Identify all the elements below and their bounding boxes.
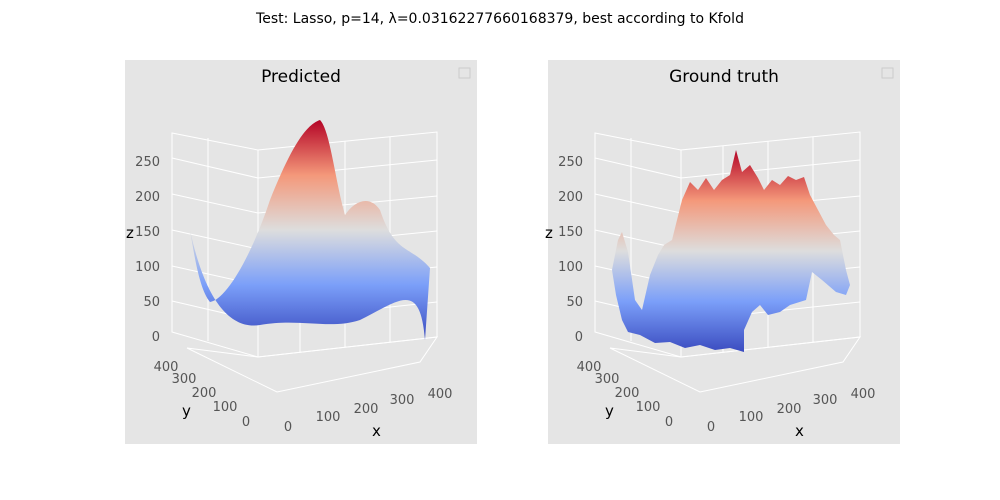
- x-axis-label: x: [795, 422, 804, 440]
- x-tick-label: 0: [284, 420, 292, 435]
- floor-pane: [186, 336, 439, 393]
- x-tick-label: 0: [707, 420, 715, 435]
- y-tick-labels: 0 100 200 300 400: [577, 360, 674, 430]
- z-tick-label: 0: [575, 330, 583, 345]
- z-tick-label: 200: [135, 190, 160, 205]
- y-tick-labels: 0 100 200 300 400: [154, 360, 251, 430]
- y-axis-label: y: [605, 402, 614, 420]
- x-tick-label: 400: [428, 387, 453, 402]
- side-wall-grid-line: [680, 159, 861, 179]
- x-tick-labels: 0 100 200 300 400: [707, 387, 876, 435]
- y-tick-label: 200: [192, 386, 217, 401]
- y-tick-label: 200: [615, 386, 640, 401]
- back-wall-grid-line: [171, 193, 259, 214]
- z-tick-label: 150: [558, 225, 583, 240]
- x-tick-label: 400: [851, 387, 876, 402]
- x-tick-label: 100: [739, 410, 764, 425]
- panel-predicted: Predicted z x y 0 50 100: [125, 60, 477, 444]
- panel-ground-truth: Ground truth z x y 0 50 10: [545, 60, 900, 444]
- y-tick-label: 300: [595, 372, 620, 387]
- x-tick-label: 300: [390, 393, 415, 408]
- x-tick-label: 100: [316, 410, 341, 425]
- y-tick-label: 400: [577, 360, 602, 375]
- z-axis-label: z: [545, 224, 553, 242]
- y-tick-label: 100: [213, 400, 238, 415]
- z-tick-label: 250: [558, 155, 583, 170]
- y-tick-label: 400: [154, 360, 179, 375]
- back-wall-grid-line: [171, 157, 259, 179]
- back-wall-grid-line: [171, 229, 259, 250]
- back-wall-grid-line: [594, 157, 682, 179]
- z-tick-label: 50: [566, 295, 583, 310]
- z-tick-label: 150: [135, 225, 160, 240]
- back-wall-grid-line: [594, 193, 682, 214]
- z-axis-label: z: [126, 224, 134, 242]
- x-tick-label: 200: [777, 402, 802, 417]
- legend-box: [881, 67, 894, 79]
- panel-title: Ground truth: [669, 67, 779, 87]
- z-tick-label: 50: [143, 295, 160, 310]
- z-tick-label: 250: [135, 155, 160, 170]
- surface: [612, 150, 850, 352]
- z-tick-label: 200: [558, 190, 583, 205]
- y-tick-label: 300: [172, 372, 197, 387]
- y-tick-label: 0: [242, 415, 250, 430]
- x-tick-label: 200: [354, 402, 379, 417]
- surface: [190, 120, 430, 340]
- panel-title: Predicted: [261, 67, 341, 87]
- figure-title: Test: Lasso, p=14, λ=0.03162277660168379…: [255, 11, 744, 27]
- floor-pane: [609, 336, 862, 393]
- z-tick-labels: 0 50 100 150 200 250: [135, 155, 160, 345]
- z-tick-labels: 0 50 100 150 200 250: [558, 155, 583, 345]
- x-tick-labels: 0 100 200 300 400: [284, 387, 453, 435]
- z-tick-label: 100: [558, 260, 583, 275]
- z-tick-label: 100: [135, 260, 160, 275]
- y-tick-label: 0: [665, 415, 673, 430]
- legend-box: [458, 67, 471, 79]
- x-axis-label: x: [372, 422, 381, 440]
- z-tick-label: 0: [152, 330, 160, 345]
- x-tick-label: 300: [813, 393, 838, 408]
- y-tick-label: 100: [636, 400, 661, 415]
- y-axis-label: y: [182, 402, 191, 420]
